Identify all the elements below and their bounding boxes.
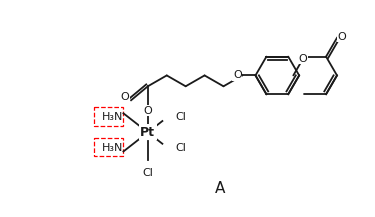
Text: O: O	[233, 71, 242, 81]
Text: Cl: Cl	[175, 112, 186, 122]
Text: Cl: Cl	[142, 168, 153, 178]
Text: O: O	[121, 92, 129, 102]
Text: Pt: Pt	[140, 126, 155, 139]
Text: O: O	[338, 32, 346, 42]
Text: H₃N: H₃N	[102, 143, 123, 153]
Text: Cl: Cl	[175, 143, 186, 153]
Text: O: O	[299, 54, 307, 64]
Text: A: A	[214, 181, 225, 196]
Text: H₃N: H₃N	[102, 112, 123, 122]
Text: O: O	[144, 106, 152, 116]
